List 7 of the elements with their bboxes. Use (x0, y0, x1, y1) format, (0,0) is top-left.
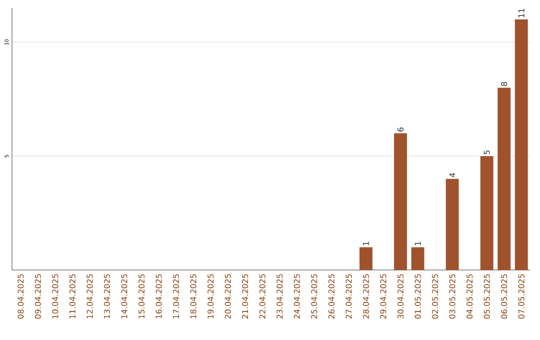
bar (394, 133, 407, 270)
bar (360, 247, 372, 270)
bar (480, 156, 494, 270)
bar (411, 247, 424, 270)
bar (514, 19, 528, 270)
bar (498, 88, 511, 270)
bar (446, 178, 459, 270)
